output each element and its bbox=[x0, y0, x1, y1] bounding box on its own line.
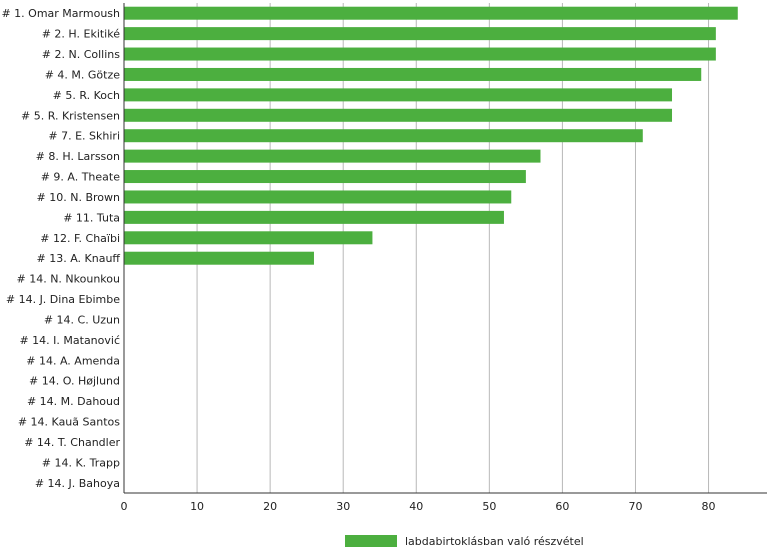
bar bbox=[124, 47, 716, 61]
bar bbox=[124, 251, 314, 265]
bar bbox=[124, 67, 702, 81]
category-label: # 7. E. Skhiri bbox=[48, 130, 120, 143]
x-tick-label: 70 bbox=[628, 500, 642, 513]
x-tick-labels: 0 10 20 30 40 50 60 70 80 bbox=[121, 500, 716, 513]
category-label: # 14. K. Trapp bbox=[42, 456, 120, 469]
category-label: # 14. A. Amenda bbox=[26, 354, 120, 367]
category-label: # 2. H. Ekitiké bbox=[42, 28, 121, 41]
bar bbox=[124, 170, 526, 184]
category-label: # 14. J. Bahoya bbox=[35, 477, 120, 490]
legend-label: labdabirtoklásban való részvétel bbox=[405, 535, 584, 548]
category-labels: # 1. Omar Marmoush # 2. H. Ekitiké # 2. N.… bbox=[1, 7, 120, 490]
category-label: # 1. Omar Marmoush bbox=[1, 7, 120, 20]
category-label: # 14. N. Nkounkou bbox=[17, 273, 121, 286]
bar bbox=[124, 6, 738, 20]
category-label: # 8. H. Larsson bbox=[36, 150, 120, 163]
category-label: # 11. Tuta bbox=[63, 211, 120, 224]
category-label: # 10. N. Brown bbox=[37, 191, 120, 204]
x-tick-label: 30 bbox=[336, 500, 350, 513]
x-tick-label: 10 bbox=[190, 500, 204, 513]
category-label: # 14. M. Dahoud bbox=[27, 395, 120, 408]
category-label: # 5. R. Koch bbox=[53, 89, 120, 102]
category-label: # 14. T. Chandler bbox=[24, 436, 120, 449]
bar bbox=[124, 129, 643, 143]
category-label: # 14. J. Dina Ebimbe bbox=[6, 293, 120, 306]
category-label: # 4. M. Götze bbox=[45, 68, 121, 81]
legend: labdabirtoklásban való részvétel bbox=[345, 535, 584, 548]
x-tick-label: 40 bbox=[409, 500, 423, 513]
legend-swatch bbox=[345, 535, 397, 547]
bar bbox=[124, 231, 373, 245]
bar bbox=[124, 108, 673, 122]
category-label: # 14. I. Matanović bbox=[19, 334, 120, 347]
category-label: # 14. Kauã Santos bbox=[18, 416, 120, 429]
x-tick-label: 20 bbox=[263, 500, 277, 513]
x-tick-label: 80 bbox=[702, 500, 716, 513]
x-tick-label: 60 bbox=[555, 500, 569, 513]
category-label: # 9. A. Theate bbox=[41, 171, 121, 184]
category-label: # 14. C. Uzun bbox=[44, 313, 120, 326]
bar bbox=[124, 149, 541, 163]
category-label: # 12. F. Chaïbi bbox=[40, 232, 120, 245]
x-tick-label: 50 bbox=[482, 500, 496, 513]
bars bbox=[124, 6, 738, 265]
grid-lines bbox=[196, 3, 710, 493]
bar bbox=[124, 190, 512, 204]
category-label: # 13. A. Knauff bbox=[36, 252, 120, 265]
category-label: # 14. O. Højlund bbox=[29, 375, 120, 388]
category-label: # 2. N. Collins bbox=[42, 48, 120, 61]
bar bbox=[124, 27, 716, 41]
bar bbox=[124, 210, 504, 224]
bar bbox=[124, 88, 673, 102]
x-tick-label: 0 bbox=[121, 500, 128, 513]
category-label: # 5. R. Kristensen bbox=[21, 109, 120, 122]
axis-frame bbox=[123, 3, 767, 494]
